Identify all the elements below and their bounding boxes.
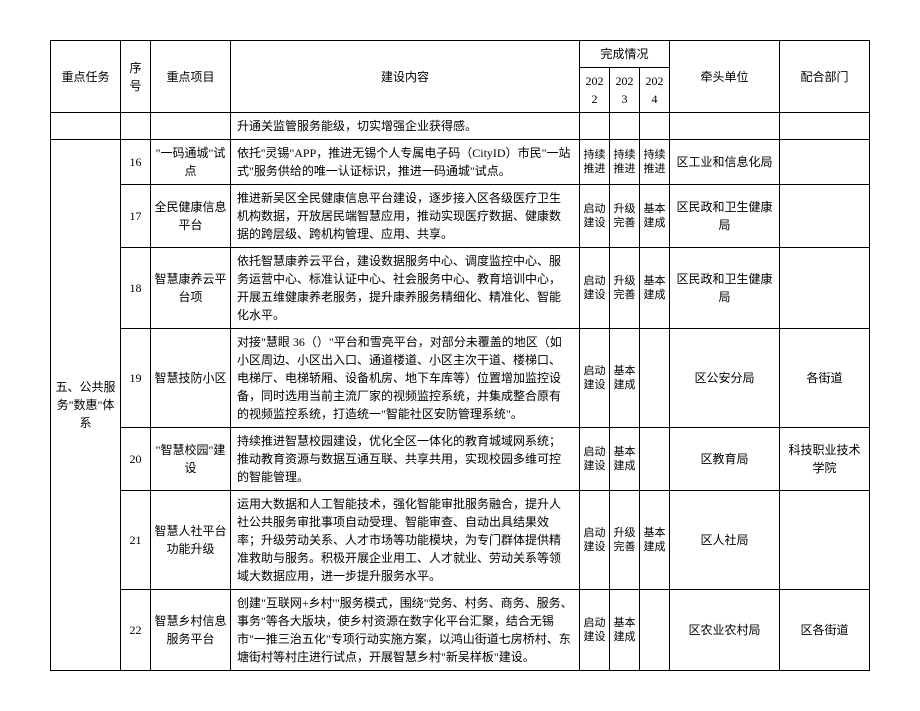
table-row: 20 "智慧校园"建设 持续推进智慧校园建设，优化全区一体化的教育城域网系统；推… [51, 428, 870, 491]
cell-y23 [609, 113, 639, 140]
cell-y24: 持续推进 [639, 140, 669, 185]
cell-y22: 启动建设 [579, 248, 609, 329]
cell-empty [51, 113, 121, 140]
cell-num: 20 [121, 428, 151, 491]
cell-y23: 持续推进 [609, 140, 639, 185]
hdr-num: 序号 [121, 41, 151, 113]
header-row-1: 重点任务 序号 重点项目 建设内容 完成情况 牵头单位 配合部门 [51, 41, 870, 68]
cell-lead: 区农业农村局 [670, 590, 780, 671]
hdr-progress: 完成情况 [579, 41, 669, 68]
cell-y23: 升级完善 [609, 185, 639, 248]
cell-y22: 启动建设 [579, 491, 609, 590]
table-row: 五、公共服务"数惠"体系 16 "一码通城"试点 依托''灵锡"APP，推进无锡… [51, 140, 870, 185]
cell-coop [780, 491, 870, 590]
table-row: 21 智慧人社平台功能升级 运用大数据和人工智能技术，强化智能审批服务融合，提升… [51, 491, 870, 590]
cell-y24: 基本建成 [639, 491, 669, 590]
cell-content: 持续推进智慧校园建设，优化全区一体化的教育城域网系统；推动教育资源与数据互通互联… [231, 428, 580, 491]
cell-project: 智慧人社平台功能升级 [151, 491, 231, 590]
cell-y24: 基本建成 [639, 185, 669, 248]
cell-y24 [639, 590, 669, 671]
cell-content: 创建"互联网+乡村'"服务模式，围绕"党务、村务、商务、服务、事务"等各大版块，… [231, 590, 580, 671]
hdr-content: 建设内容 [231, 41, 580, 113]
table-row: 22 智慧乡村信息服务平台 创建"互联网+乡村'"服务模式，围绕"党务、村务、商… [51, 590, 870, 671]
cell-empty [151, 113, 231, 140]
cell-y23: 基本建成 [609, 428, 639, 491]
cell-lead: 区工业和信息化局 [670, 140, 780, 185]
cell-lead: 区人社局 [670, 491, 780, 590]
hdr-2023: 2023 [609, 68, 639, 113]
cell-y23: 基本建成 [609, 590, 639, 671]
cell-project: 全民健康信息平台 [151, 185, 231, 248]
cell-y23: 升级完善 [609, 248, 639, 329]
cell-num: 16 [121, 140, 151, 185]
cell-coop [780, 113, 870, 140]
cell-coop [780, 248, 870, 329]
cell-y22: 启动建设 [579, 329, 609, 428]
cell-y24: 基本建成 [639, 248, 669, 329]
cell-coop: 区各街道 [780, 590, 870, 671]
cell-y23: 基本建成 [609, 329, 639, 428]
cell-project: 智慧康养云平台项 [151, 248, 231, 329]
cell-num: 22 [121, 590, 151, 671]
cell-content: 对接"慧眼 36（）"平台和雪亮平台，对部分未覆盖的地区（如小区周边、小区出入口… [231, 329, 580, 428]
cell-coop [780, 185, 870, 248]
cell-content: 依托智慧康养云平台，建设数据服务中心、调度监控中心、服务运营中心、标准认证中心、… [231, 248, 580, 329]
hdr-coop: 配合部门 [780, 41, 870, 113]
cell-project: 智慧乡村信息服务平台 [151, 590, 231, 671]
cell-content: 运用大数据和人工智能技术，强化智能审批服务融合，提升人社公共服务审批事项自动受理… [231, 491, 580, 590]
cell-project: "智慧校园"建设 [151, 428, 231, 491]
cell-task-group: 五、公共服务"数惠"体系 [51, 140, 121, 671]
cell-coop [780, 140, 870, 185]
hdr-task: 重点任务 [51, 41, 121, 113]
cell-coop: 科技职业技术学院 [780, 428, 870, 491]
cell-coop: 各街道 [780, 329, 870, 428]
cell-y22: 启动建设 [579, 185, 609, 248]
cell-content: 推进新吴区全民健康信息平台建设，逐步接入区各级医疗卫生机构数据，开放居民端智慧应… [231, 185, 580, 248]
cell-lead: 区教育局 [670, 428, 780, 491]
cell-y22: 持续推进 [579, 140, 609, 185]
cell-lead: 区公安分局 [670, 329, 780, 428]
table-row: 18 智慧康养云平台项 依托智慧康养云平台，建设数据服务中心、调度监控中心、服务… [51, 248, 870, 329]
cell-y24 [639, 113, 669, 140]
cell-empty [121, 113, 151, 140]
hdr-project: 重点项目 [151, 41, 231, 113]
plan-table: 重点任务 序号 重点项目 建设内容 完成情况 牵头单位 配合部门 2022 20… [50, 40, 870, 671]
cell-y22: 启动建设 [579, 590, 609, 671]
cell-content: 升通关监管服务能级，切实增强企业获得感。 [231, 113, 580, 140]
cell-num: 19 [121, 329, 151, 428]
cell-project: 智慧技防小区 [151, 329, 231, 428]
table-row: 17 全民健康信息平台 推进新吴区全民健康信息平台建设，逐步接入区各级医疗卫生机… [51, 185, 870, 248]
cell-num: 17 [121, 185, 151, 248]
cell-lead: 区民政和卫生健康局 [670, 248, 780, 329]
cell-y24 [639, 428, 669, 491]
cell-y22: 启动建设 [579, 428, 609, 491]
cell-num: 21 [121, 491, 151, 590]
cell-y23: 升级完善 [609, 491, 639, 590]
hdr-lead: 牵头单位 [670, 41, 780, 113]
cell-y22 [579, 113, 609, 140]
hdr-2024: 2024 [639, 68, 669, 113]
cell-lead: 区民政和卫生健康局 [670, 185, 780, 248]
table-row: 19 智慧技防小区 对接"慧眼 36（）"平台和雪亮平台，对部分未覆盖的地区（如… [51, 329, 870, 428]
table-row-orphan: 升通关监管服务能级，切实增强企业获得感。 [51, 113, 870, 140]
cell-content: 依托''灵锡"APP，推进无锡个人专属电子码（CityID）市民"一站式"服务供… [231, 140, 580, 185]
cell-num: 18 [121, 248, 151, 329]
cell-project: "一码通城"试点 [151, 140, 231, 185]
hdr-2022: 2022 [579, 68, 609, 113]
cell-lead [670, 113, 780, 140]
cell-y24 [639, 329, 669, 428]
